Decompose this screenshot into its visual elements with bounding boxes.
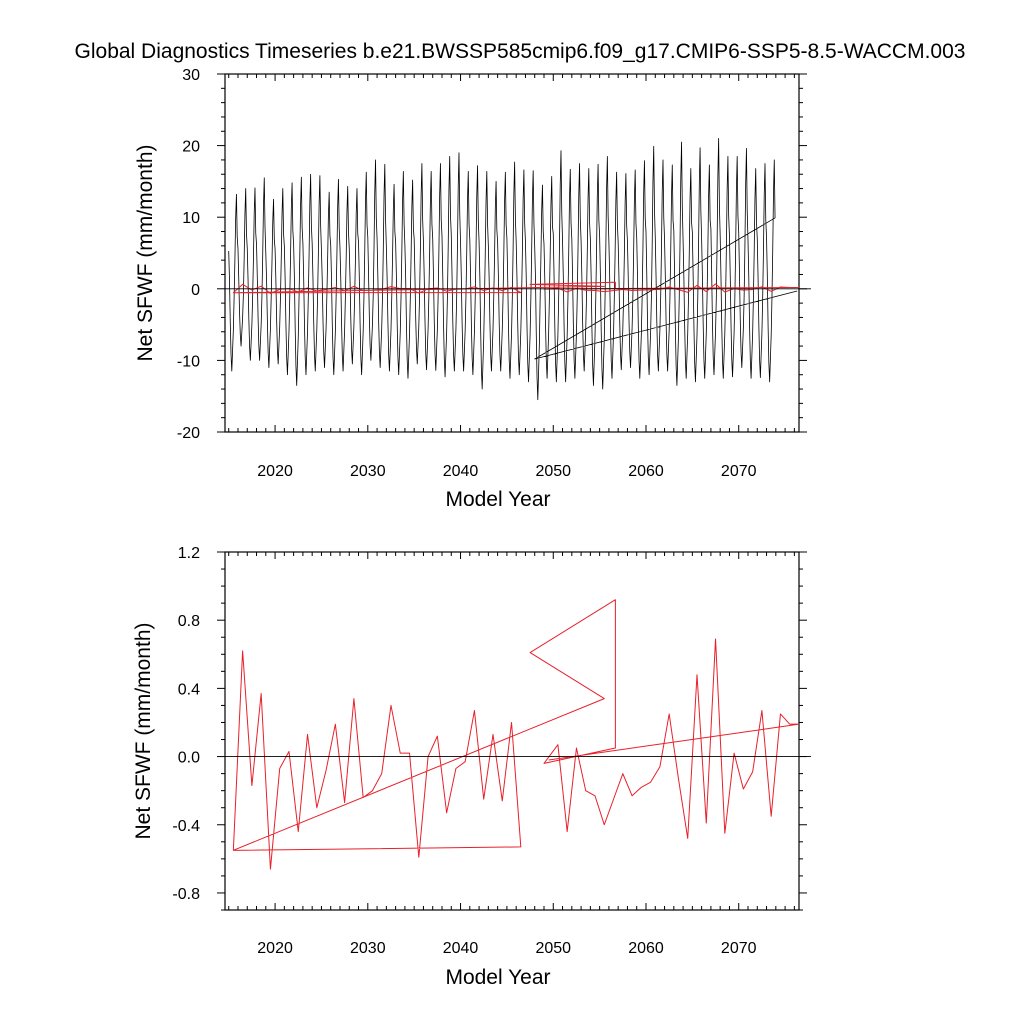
- x-tick-label: 2060: [628, 463, 664, 480]
- x-tick-label: 2030: [350, 940, 386, 957]
- figure-title: Global Diagnostics Timeseries b.e21.BWSS…: [75, 40, 966, 63]
- x-axis-label: Model Year: [445, 488, 550, 511]
- top-panel: 2020 2030 2040 2050 2060 2070-20-100102030Mod…: [134, 67, 811, 511]
- plot-frame: [224, 551, 800, 911]
- y-tick-label: -20: [177, 425, 200, 442]
- x-tick-label: 2070: [721, 463, 757, 480]
- x-tick-label: 2070: [721, 940, 757, 957]
- y-tick-label: 0.4: [178, 681, 200, 698]
- y-ticks: [217, 551, 807, 911]
- x-tick-label: 2020: [257, 463, 293, 480]
- series-line-annual: [232, 599, 799, 870]
- series-line-monthly: [228, 138, 798, 401]
- plot-area: [232, 599, 799, 870]
- x-tick-label: 2050: [535, 940, 571, 957]
- y-tick-label: 30: [182, 67, 200, 84]
- plot-frame: [224, 73, 800, 433]
- x-tick-label: 2020: [257, 940, 293, 957]
- y-tick-label: 0: [191, 282, 200, 299]
- y-tick-label: -0.8: [172, 886, 200, 903]
- y-axis-label: Net SFWF (mm/month): [132, 622, 155, 839]
- y-tick-label: -10: [177, 353, 200, 370]
- x-ticks: [228, 74, 795, 432]
- x-axis-label: Model Year: [445, 966, 550, 989]
- y-ticks: [217, 73, 807, 433]
- y-tick-label: 10: [182, 210, 200, 227]
- y-tick-label: 0.0: [178, 750, 200, 767]
- x-tick-label: 2040: [443, 940, 479, 957]
- bottom-panel: 2020 2030 2040 2050 2060 2070 -0.8 -0.4 0.0 0.4 0.…: [132, 545, 811, 989]
- y-tick-label: 0.8: [178, 613, 200, 630]
- y-tick-label: -0.4: [172, 818, 200, 835]
- y-tick-label: 1.2: [178, 545, 200, 562]
- x-ticks: [228, 552, 795, 910]
- y-axis-label: Net SFWF (mm/month): [134, 144, 157, 361]
- x-tick-label: 2050: [535, 463, 571, 480]
- x-tick-label: 2060: [628, 940, 664, 957]
- plot-area: [228, 138, 799, 401]
- x-tick-label: 2030: [350, 463, 386, 480]
- x-tick-label: 2040: [443, 463, 479, 480]
- y-tick-label: 20: [182, 139, 200, 156]
